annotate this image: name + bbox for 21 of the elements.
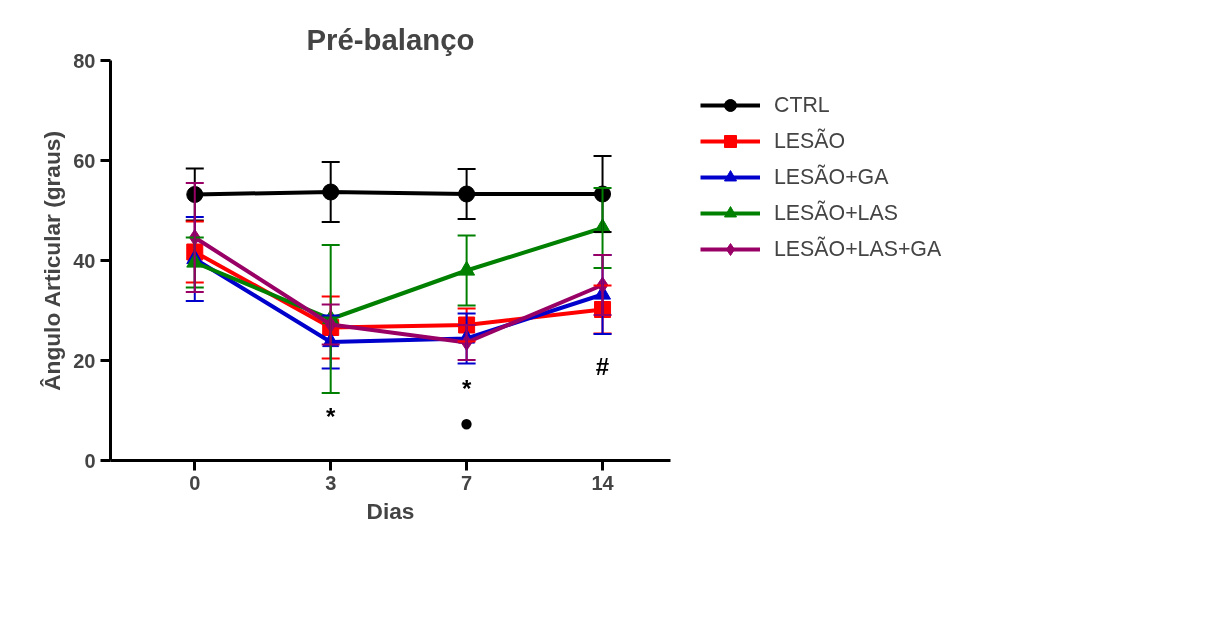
annotation: ● [459, 409, 474, 436]
annotation: * [461, 375, 472, 402]
x-tick-label: 7 [461, 471, 473, 494]
y-tick-label: 80 [73, 49, 96, 72]
y-tick-label: 60 [73, 149, 96, 172]
y-tick-label: 40 [73, 249, 96, 272]
annotation: # [595, 353, 610, 380]
chart-title: Pré-balanço [306, 22, 475, 56]
y-axis-title: Ângulo Articular (graus) [39, 131, 66, 391]
y-tick-label: 20 [73, 349, 96, 372]
x-tick-label: 3 [325, 471, 337, 494]
legend-label: LESÃO+LAS [774, 200, 898, 226]
legend-label: CTRL [774, 92, 830, 118]
x-tick-label: 0 [189, 471, 201, 494]
y-tick-label: 0 [84, 449, 96, 472]
legend-label: LESÃO+GA [774, 164, 889, 190]
legend-label: LESÃO+LAS+GA [774, 236, 942, 262]
x-tick-label: 14 [591, 471, 615, 494]
x-axis-title: Dias [366, 497, 415, 524]
legend-label: LESÃO [774, 128, 846, 154]
annotation: * [326, 403, 337, 430]
